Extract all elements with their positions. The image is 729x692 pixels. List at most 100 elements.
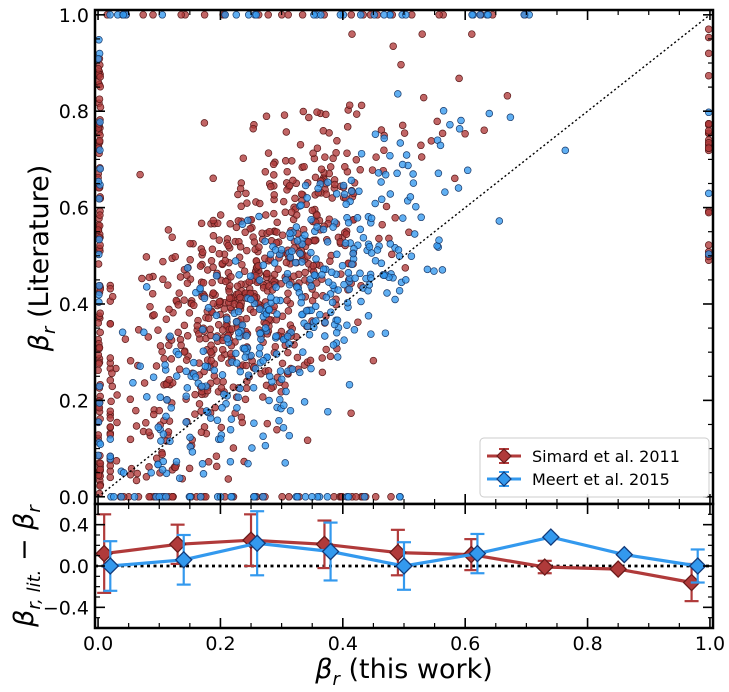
simard-point xyxy=(138,274,146,283)
meert-point xyxy=(395,286,404,295)
y-tick-label: 0.6 xyxy=(59,198,89,220)
simard-point xyxy=(156,342,165,350)
meert-point xyxy=(244,459,252,468)
simard-point xyxy=(165,375,173,384)
simard-point xyxy=(215,236,224,244)
meert-point xyxy=(157,437,165,445)
simard-point xyxy=(185,464,194,473)
simard-point xyxy=(269,160,278,169)
simard-point xyxy=(382,202,391,211)
meert-point xyxy=(345,285,353,294)
meert-point xyxy=(367,214,376,223)
meert-point xyxy=(212,333,220,342)
simard-point xyxy=(397,60,405,69)
meert-point xyxy=(457,116,465,125)
simard-point xyxy=(96,482,104,490)
simard-point xyxy=(704,71,713,80)
meert-point xyxy=(259,357,267,365)
simard-point xyxy=(209,289,217,297)
simard-point xyxy=(234,190,242,199)
meert-point xyxy=(286,406,295,415)
meert-point xyxy=(322,293,331,302)
simard-point xyxy=(279,197,288,206)
simard-point xyxy=(224,241,233,250)
meert-point xyxy=(399,214,407,222)
meert-point xyxy=(212,271,221,280)
meert-point xyxy=(377,178,385,186)
simard-point xyxy=(241,228,249,237)
meert-point xyxy=(561,146,570,155)
meert-point xyxy=(265,305,273,314)
meert-point xyxy=(394,90,402,98)
meert-point xyxy=(201,362,210,371)
meert-point xyxy=(106,11,114,19)
simard-point xyxy=(243,199,251,207)
simard-point xyxy=(480,126,488,134)
x-tick-label: 0.8 xyxy=(572,633,602,655)
meert-point xyxy=(409,179,418,187)
meert-point xyxy=(307,364,315,373)
meert-residual-marker xyxy=(688,557,707,575)
simard-point xyxy=(217,423,226,432)
meert-point xyxy=(96,440,105,448)
meert-point xyxy=(158,11,167,19)
meert-point xyxy=(283,269,292,278)
meert-point xyxy=(277,375,286,384)
simard-point xyxy=(400,129,409,137)
simard-point xyxy=(176,273,185,281)
simard-point xyxy=(195,400,204,408)
simard-point xyxy=(352,110,361,118)
meert-point xyxy=(506,113,515,122)
meert-point xyxy=(293,493,302,501)
simard-point xyxy=(311,291,320,299)
meert-point xyxy=(292,223,301,231)
meert-point xyxy=(412,202,420,211)
meert-point xyxy=(360,493,369,501)
simard-point xyxy=(197,428,206,436)
simard-point xyxy=(213,377,221,385)
meert-point xyxy=(288,247,296,255)
meert-point xyxy=(212,311,221,320)
simard-point xyxy=(435,11,443,19)
simard-point xyxy=(290,272,298,280)
simard-point xyxy=(206,325,214,334)
simard-point xyxy=(106,473,115,482)
simard-point xyxy=(177,11,185,19)
meert-point xyxy=(198,325,207,334)
simard-point xyxy=(270,209,278,218)
simard-point xyxy=(217,384,226,392)
meert-point xyxy=(364,312,373,320)
meert-point xyxy=(280,401,288,410)
simard-point xyxy=(704,208,713,217)
simard-point xyxy=(208,245,217,254)
meert-point xyxy=(182,418,190,426)
meert-point xyxy=(396,139,405,147)
simard-point xyxy=(262,211,270,219)
meert-point xyxy=(255,276,264,284)
meert-point xyxy=(266,250,275,259)
simard-point xyxy=(154,326,162,334)
meert-point xyxy=(182,392,190,400)
simard-point xyxy=(108,292,117,301)
meert-point xyxy=(226,457,235,466)
meert-point xyxy=(286,229,294,238)
simard-point xyxy=(95,95,104,103)
meert-point xyxy=(347,187,356,196)
meert-point xyxy=(303,194,311,202)
simard-point xyxy=(291,194,299,203)
simard-point xyxy=(318,354,326,362)
x-axis-label: βr (this work) xyxy=(314,654,493,690)
simard-point xyxy=(171,252,180,261)
meert-point xyxy=(311,302,320,311)
x-tick-label: 0.4 xyxy=(328,633,358,655)
simard-point xyxy=(162,315,171,323)
meert-point xyxy=(301,181,310,190)
meert-point xyxy=(261,441,270,450)
simard-point xyxy=(113,391,121,399)
simard-point xyxy=(96,309,104,317)
simard-point xyxy=(704,25,713,33)
simard-point xyxy=(145,428,153,436)
meert-point xyxy=(327,268,336,277)
meert-point xyxy=(199,470,208,478)
